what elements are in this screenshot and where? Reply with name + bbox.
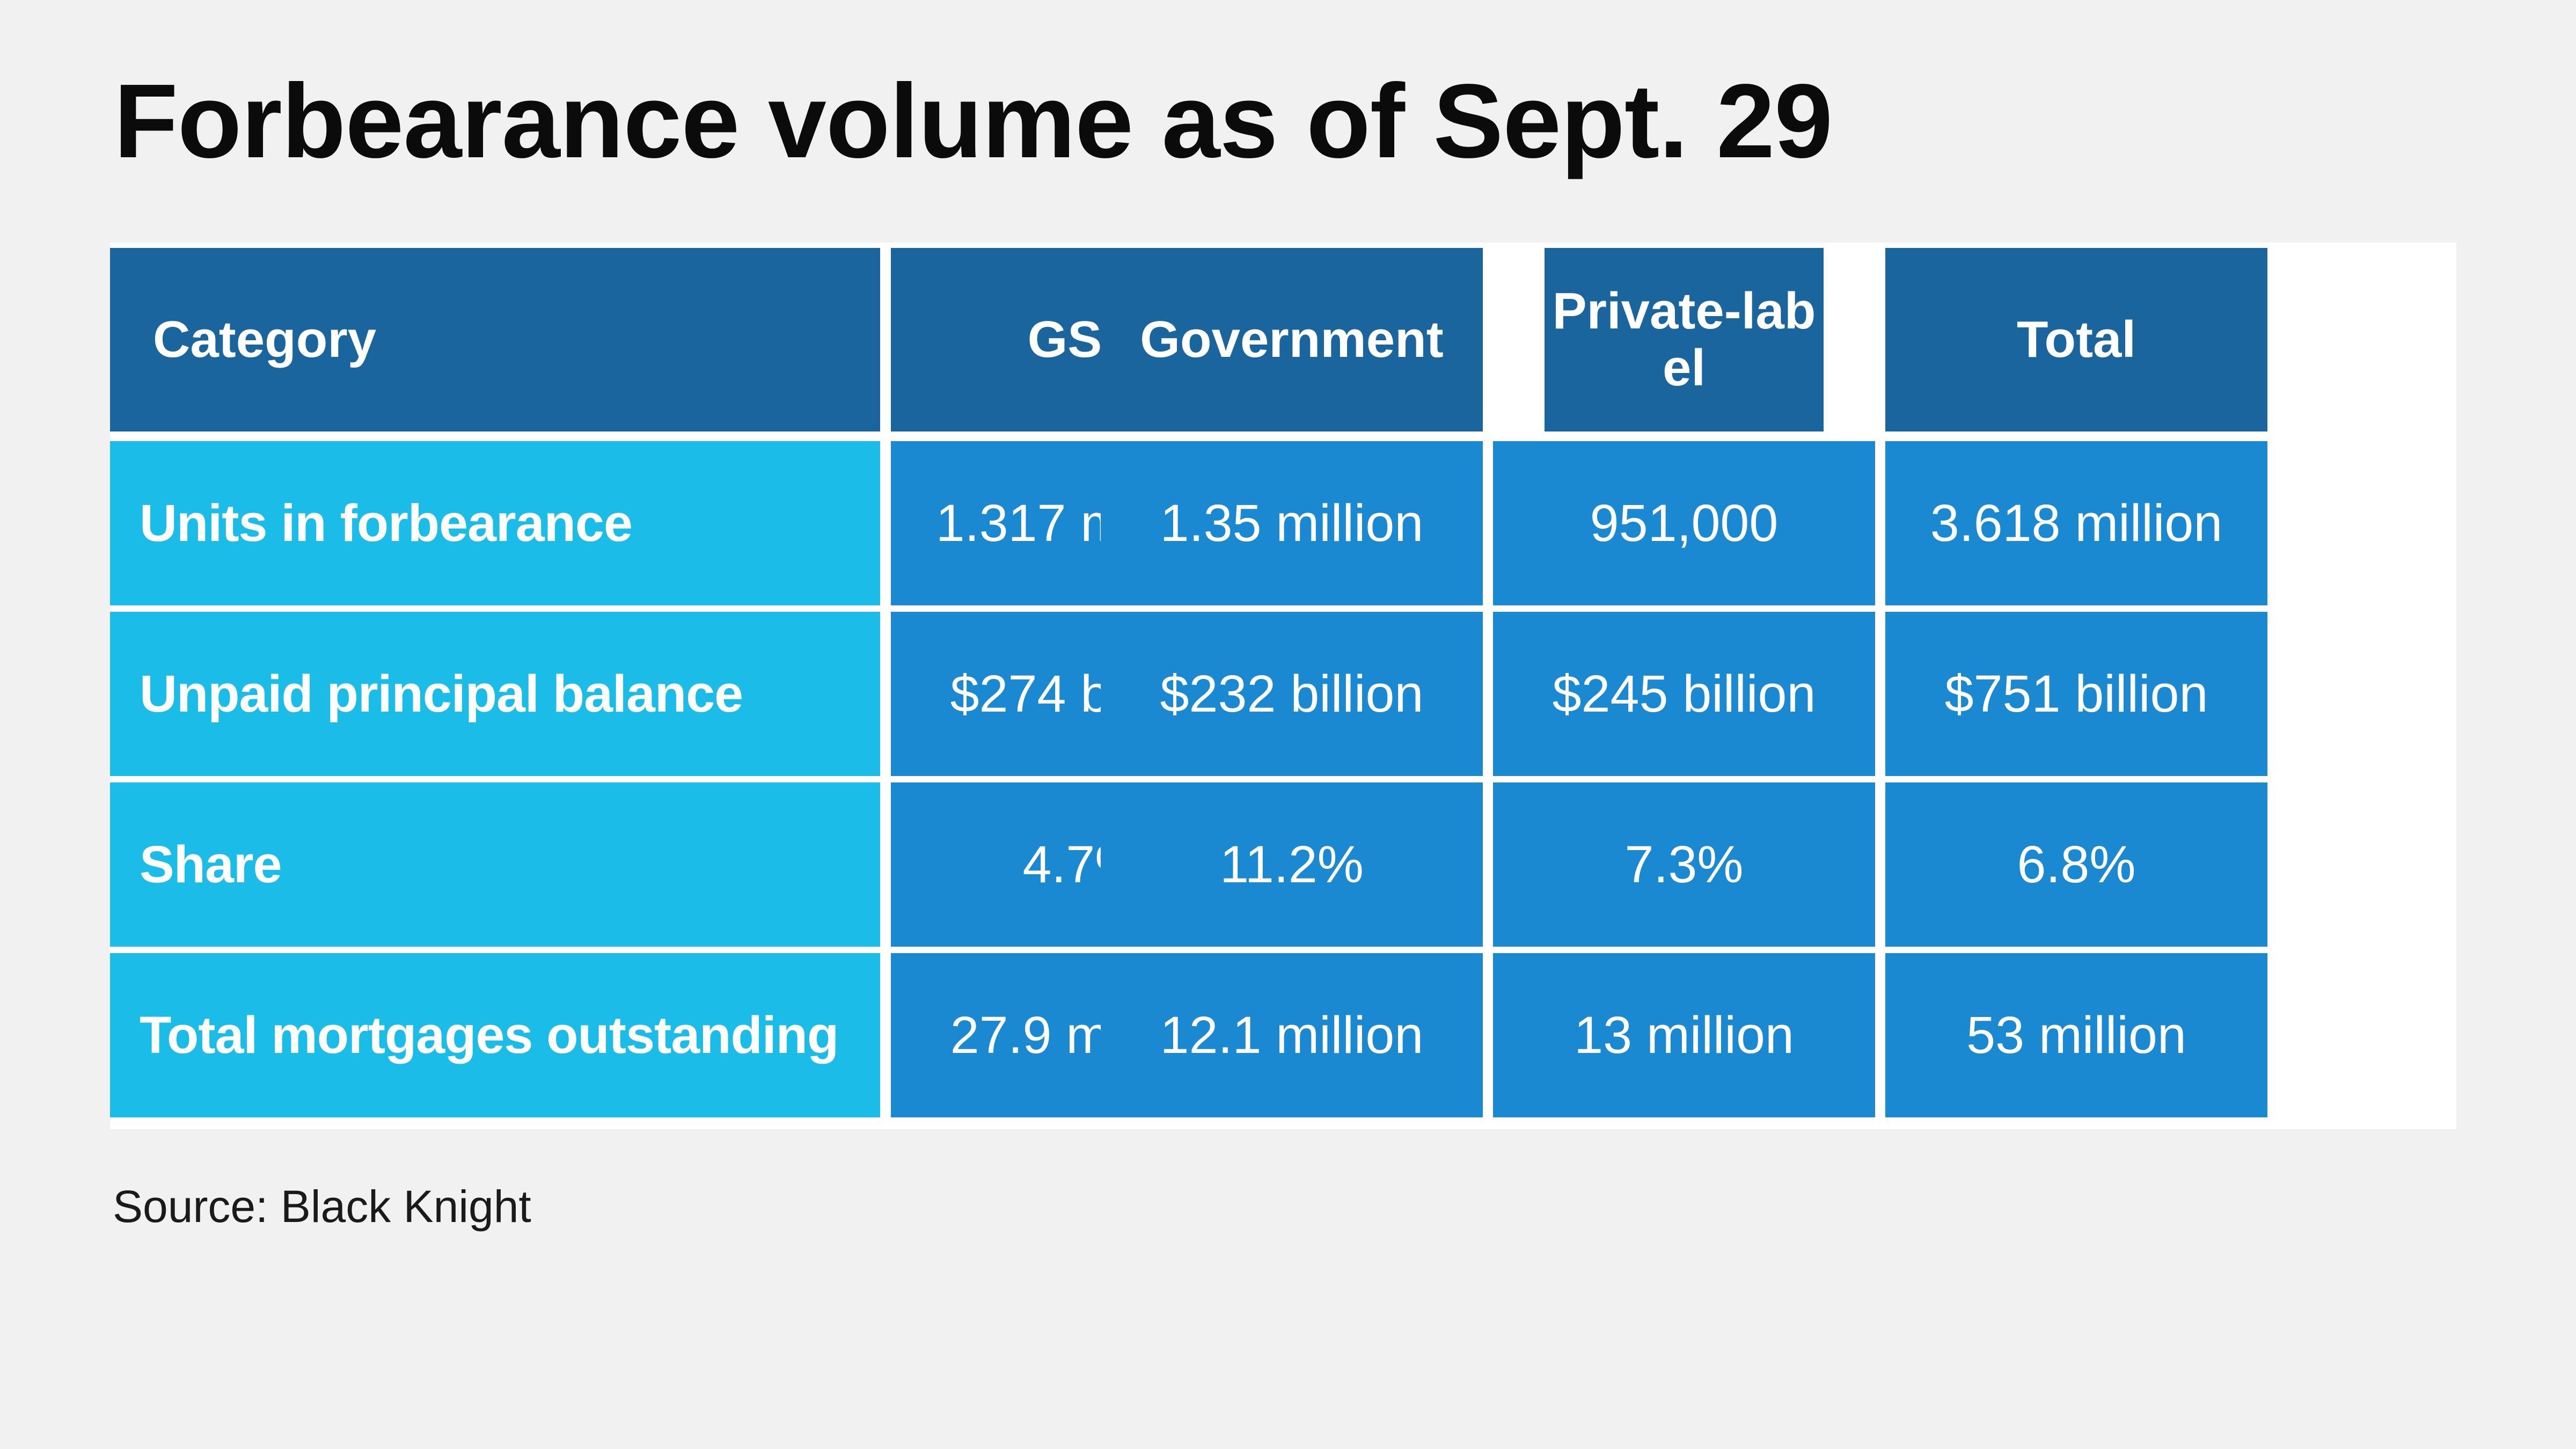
table-cell: $751 billion (1885, 612, 2267, 776)
table-cell: $245 billion (1493, 612, 1875, 776)
table-cell: 6.8% (1885, 782, 2267, 947)
column-header: Government (1101, 248, 1483, 431)
forbearance-table: Category GSE Government Private-label Total U… (110, 243, 2456, 1129)
source-note: Source: Black Knight (113, 1181, 531, 1232)
table-cell: $232 billion (1101, 612, 1483, 776)
row-label: Total mortgages outstanding (110, 953, 880, 1117)
chart-title: Forbearance volume as of Sept. 29 (114, 62, 1833, 180)
table-cell: 3.618 million (1885, 441, 2267, 605)
table-cell: 7.3% (1493, 782, 1875, 947)
row-label: Share (110, 782, 880, 947)
column-header: Total (1885, 248, 2267, 431)
column-header: Category (110, 248, 880, 431)
row-label: Units in forbearance (110, 441, 880, 605)
table-cell: 11.2% (1101, 782, 1483, 947)
table-cell: 13 million (1493, 953, 1875, 1117)
table-cell: 12.1 million (1101, 953, 1483, 1117)
row-label: Unpaid principal balance (110, 612, 880, 776)
table-cell: 951,000 (1493, 441, 1875, 605)
column-header: Private-label (1545, 248, 1824, 431)
table-cell: 1.35 million (1101, 441, 1483, 605)
table-cell: 53 million (1885, 953, 2267, 1117)
